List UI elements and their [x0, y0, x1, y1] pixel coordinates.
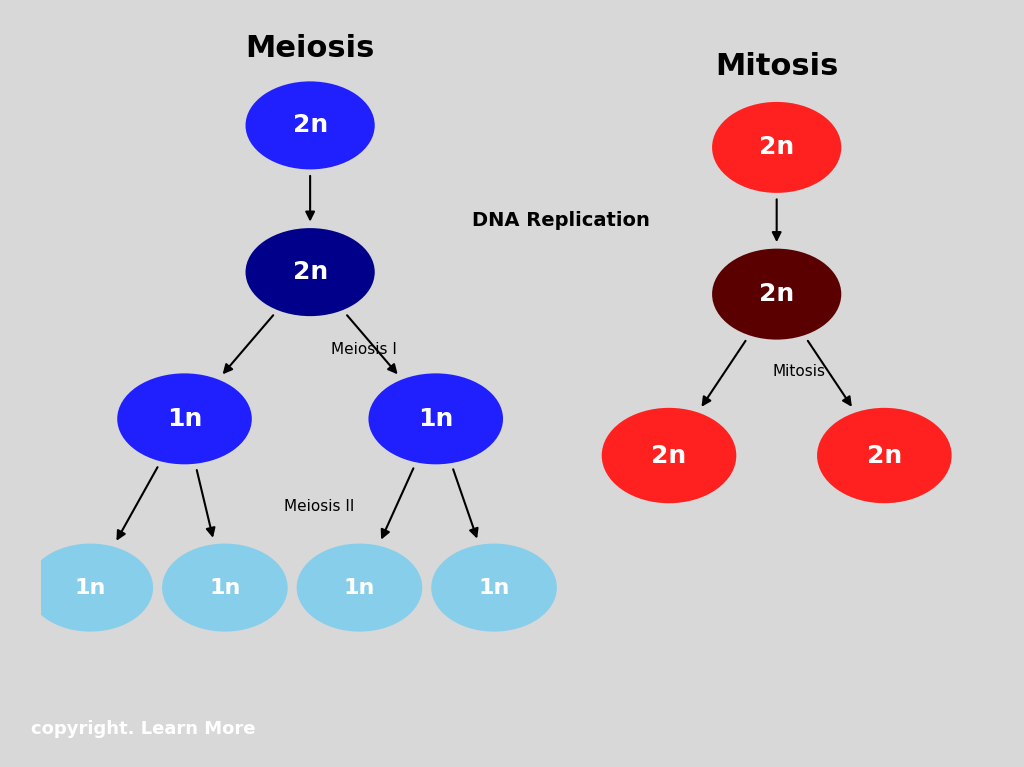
Text: 1n: 1n — [75, 578, 106, 597]
Ellipse shape — [117, 374, 252, 464]
Text: Meiosis: Meiosis — [246, 34, 375, 63]
Text: 2n: 2n — [293, 114, 328, 137]
Text: 1n: 1n — [418, 407, 454, 431]
Text: Meiosis II: Meiosis II — [284, 499, 354, 515]
Text: 1n: 1n — [478, 578, 510, 597]
Text: DNA Replication: DNA Replication — [472, 211, 650, 230]
Text: Mitosis: Mitosis — [773, 364, 825, 379]
Text: Mitosis: Mitosis — [715, 52, 839, 81]
Text: 2n: 2n — [293, 260, 328, 284]
Ellipse shape — [712, 249, 842, 340]
Text: Meiosis I: Meiosis I — [331, 341, 397, 357]
Text: 2n: 2n — [759, 282, 795, 306]
Ellipse shape — [246, 228, 375, 316]
Text: 1n: 1n — [167, 407, 202, 431]
Text: 1n: 1n — [344, 578, 375, 597]
Ellipse shape — [28, 544, 154, 631]
Ellipse shape — [246, 81, 375, 170]
Text: 1n: 1n — [209, 578, 241, 597]
Ellipse shape — [817, 408, 951, 503]
Ellipse shape — [602, 408, 736, 503]
Text: 2n: 2n — [866, 443, 902, 468]
Text: 2n: 2n — [651, 443, 687, 468]
Text: 2n: 2n — [759, 136, 795, 160]
Ellipse shape — [297, 544, 422, 631]
Ellipse shape — [431, 544, 557, 631]
Ellipse shape — [712, 102, 842, 193]
Ellipse shape — [369, 374, 503, 464]
Text: copyright. Learn More: copyright. Learn More — [31, 719, 255, 738]
Ellipse shape — [162, 544, 288, 631]
